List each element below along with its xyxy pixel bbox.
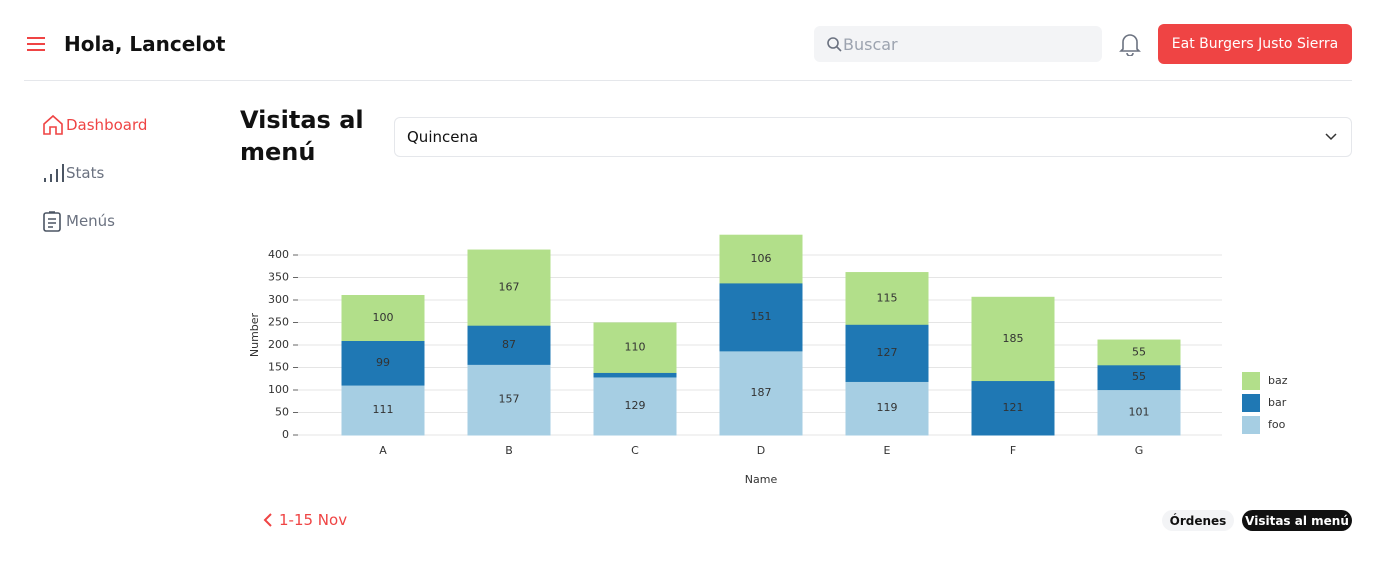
value-label: 157 <box>499 393 520 406</box>
y-tick-label: 250 <box>268 316 289 329</box>
value-label: 185 <box>1003 332 1024 345</box>
value-label: 106 <box>751 252 772 265</box>
x-tick-label: A <box>379 444 387 457</box>
store-button[interactable]: Eat Burgers Justo Sierra <box>1158 24 1352 64</box>
period-select[interactable]: Quincena <box>394 117 1352 157</box>
x-tick-label: F <box>1010 444 1016 457</box>
bar-segment <box>719 282 803 352</box>
bar-segment <box>1097 389 1181 436</box>
y-tick-label: 300 <box>268 293 289 306</box>
stats-icon <box>44 164 64 182</box>
y-tick-label: 350 <box>268 271 289 284</box>
y-tick-label: 0 <box>282 428 289 441</box>
date-nav[interactable]: 1-15 Nov <box>263 511 347 529</box>
select-value: Quincena <box>407 128 479 146</box>
value-label: 110 <box>625 341 646 354</box>
nav-item[interactable]: Menús <box>42 210 115 232</box>
value-label: 127 <box>877 346 898 359</box>
bar-segment <box>593 322 677 373</box>
bell-icon[interactable] <box>1119 32 1141 56</box>
tab-active[interactable]: Visitas al menú <box>1242 510 1352 531</box>
value-label: 101 <box>1129 405 1150 418</box>
bar-segment <box>593 371 677 378</box>
bar-segment <box>845 323 929 382</box>
y-tick-label: 50 <box>275 406 289 419</box>
y-tick-label: 150 <box>268 361 289 374</box>
value-label: 55 <box>1132 345 1146 358</box>
nav-item[interactable]: Stats <box>42 162 104 184</box>
legend-swatch <box>1242 394 1260 412</box>
value-label: 55 <box>1132 370 1146 383</box>
bar-segment <box>341 384 425 436</box>
search-box[interactable]: Buscar <box>814 26 1102 62</box>
x-tick-label: E <box>884 444 891 457</box>
x-axis-label: Name <box>745 473 778 486</box>
bar-segment <box>719 234 803 284</box>
y-tick-label: 100 <box>268 383 289 396</box>
chevron-icon <box>1325 133 1337 141</box>
value-label: 121 <box>1003 401 1024 414</box>
bar-segment <box>845 272 929 325</box>
bar-segment <box>467 249 551 326</box>
bar-segment <box>341 340 425 386</box>
x-tick-label: G <box>1135 444 1144 457</box>
search-placeholder: Buscar <box>843 35 898 54</box>
date-range: 1-15 Nov <box>279 511 348 529</box>
bar-segment <box>593 376 677 436</box>
bar-segment <box>467 324 551 365</box>
x-tick-label: B <box>505 444 513 457</box>
search-icon <box>827 37 842 52</box>
chevron-left <box>263 513 272 527</box>
bar-segment <box>719 350 803 436</box>
value-label: 129 <box>625 399 646 412</box>
value-label: 119 <box>877 401 898 414</box>
legend-label: baz <box>1268 374 1288 387</box>
y-axis-label: Number <box>248 312 261 357</box>
legend-swatch <box>1242 372 1260 390</box>
value-label: 87 <box>502 338 516 351</box>
value-label: 111 <box>373 403 394 416</box>
legend-swatch <box>1242 416 1260 434</box>
legend-label: bar <box>1268 396 1287 409</box>
value-label: 167 <box>499 281 520 294</box>
y-tick-label: 400 <box>268 248 289 261</box>
menu-icon[interactable] <box>26 34 46 54</box>
nav-item[interactable]: Dashboard <box>42 114 147 136</box>
value-label: 99 <box>376 356 390 369</box>
bar-segment <box>467 363 551 436</box>
nav-label: Dashboard <box>66 116 148 134</box>
value-label: 115 <box>877 291 898 304</box>
value-label: 100 <box>373 311 394 324</box>
page-title: Visitas al menú <box>240 106 364 166</box>
x-tick-label: C <box>631 444 639 457</box>
tab[interactable]: Órdenes <box>1162 510 1234 531</box>
bar-segment <box>1097 364 1181 391</box>
x-tick-label: D <box>757 444 765 457</box>
value-label: 151 <box>751 310 772 323</box>
legend-label: foo <box>1268 418 1286 431</box>
nav-label: Menús <box>66 212 115 230</box>
divider <box>24 80 1352 81</box>
bar-segment <box>341 295 425 341</box>
nav-label: Stats <box>66 164 105 182</box>
bar-segment <box>971 296 1055 382</box>
y-tick-label: 200 <box>268 338 289 351</box>
greeting: Hola, Lancelot <box>64 32 226 56</box>
bar-segment <box>1097 339 1181 366</box>
value-label: 187 <box>751 386 772 399</box>
home-icon <box>43 114 63 135</box>
menu-list-icon <box>43 211 61 232</box>
